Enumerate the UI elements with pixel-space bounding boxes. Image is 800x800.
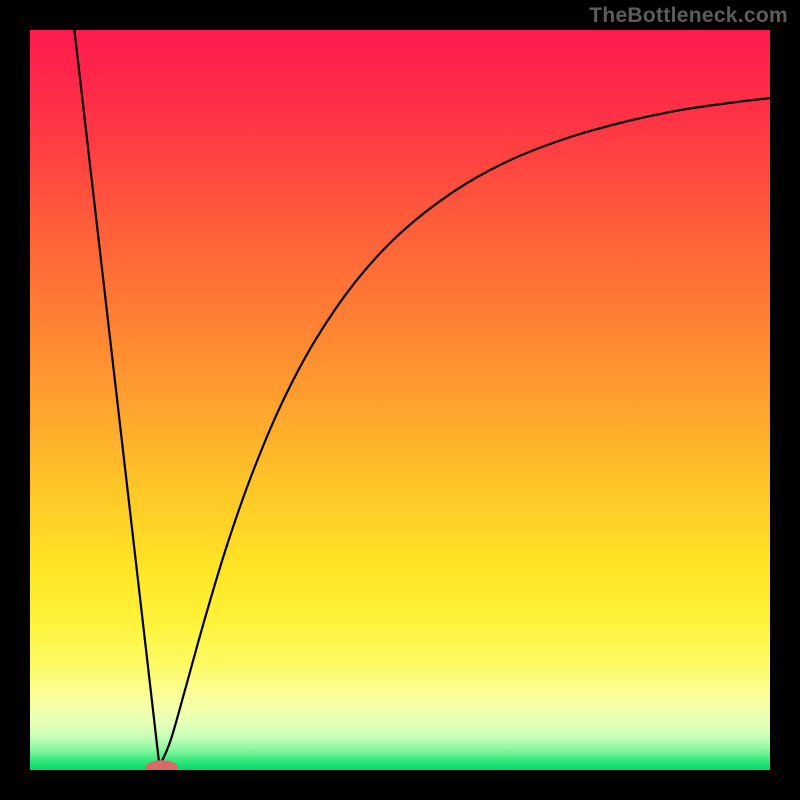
chart-container: TheBottleneck.com	[0, 0, 800, 800]
watermark-text: TheBottleneck.com	[589, 4, 788, 28]
plot-area	[30, 30, 770, 770]
bottleneck-chart	[0, 0, 800, 800]
